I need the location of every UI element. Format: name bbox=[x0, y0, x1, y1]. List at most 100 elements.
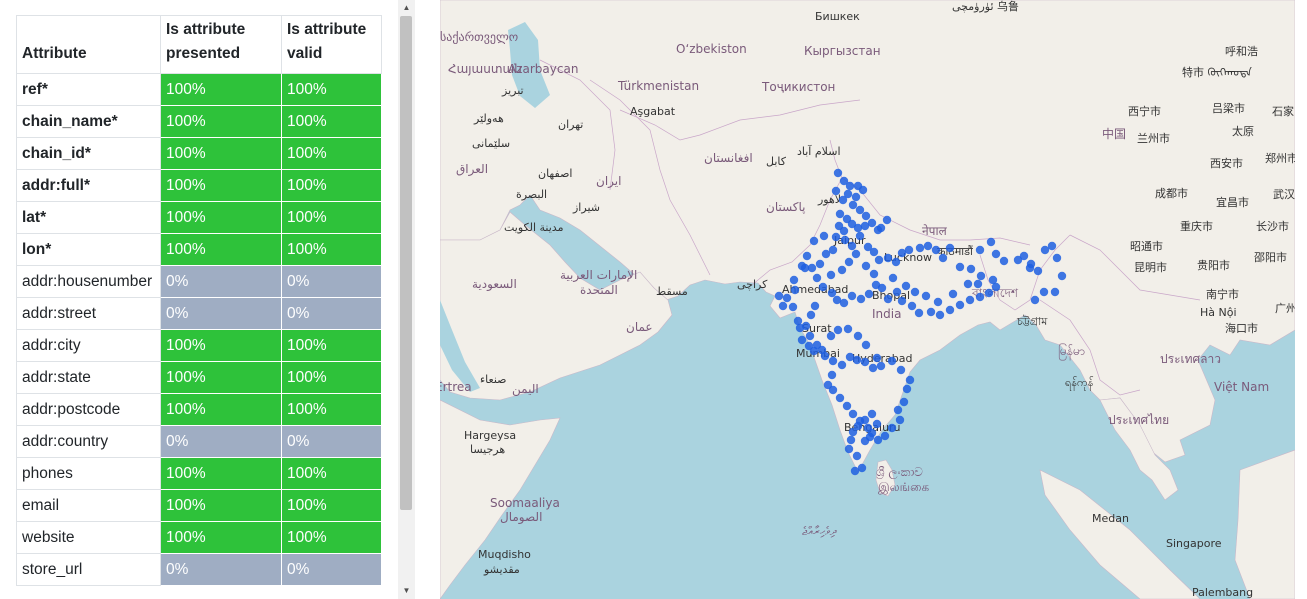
poi-marker[interactable] bbox=[863, 242, 873, 252]
poi-marker[interactable] bbox=[790, 285, 800, 295]
poi-marker[interactable] bbox=[1013, 255, 1023, 265]
poi-marker[interactable] bbox=[897, 248, 907, 258]
poi-marker[interactable] bbox=[852, 451, 862, 461]
poi-marker[interactable] bbox=[778, 301, 788, 311]
table-scrollbar[interactable]: ▲ ▼ bbox=[398, 0, 415, 599]
poi-marker[interactable] bbox=[848, 200, 858, 210]
poi-marker[interactable] bbox=[973, 279, 983, 289]
poi-marker[interactable] bbox=[1057, 271, 1067, 281]
poi-marker[interactable] bbox=[1052, 253, 1062, 263]
poi-marker[interactable] bbox=[1040, 245, 1050, 255]
poi-marker[interactable] bbox=[838, 195, 848, 205]
poi-marker[interactable] bbox=[837, 265, 847, 275]
poi-marker[interactable] bbox=[800, 263, 810, 273]
poi-marker[interactable] bbox=[782, 293, 792, 303]
poi-marker[interactable] bbox=[897, 296, 907, 306]
poi-marker[interactable] bbox=[844, 444, 854, 454]
poi-marker[interactable] bbox=[935, 310, 945, 320]
poi-marker[interactable] bbox=[895, 415, 905, 425]
poi-marker[interactable] bbox=[869, 247, 879, 257]
poi-marker[interactable] bbox=[820, 351, 830, 361]
poi-marker[interactable] bbox=[840, 235, 850, 245]
poi-marker[interactable] bbox=[986, 237, 996, 247]
poi-marker[interactable] bbox=[855, 205, 865, 215]
poi-marker[interactable] bbox=[853, 223, 863, 233]
poi-marker[interactable] bbox=[806, 310, 816, 320]
poi-marker[interactable] bbox=[809, 346, 819, 356]
poi-marker[interactable] bbox=[861, 261, 871, 271]
poi-marker[interactable] bbox=[883, 294, 893, 304]
poi-marker[interactable] bbox=[797, 335, 807, 345]
poi-marker[interactable] bbox=[864, 289, 874, 299]
poi-marker[interactable] bbox=[872, 419, 882, 429]
poi-marker[interactable] bbox=[901, 281, 911, 291]
poi-marker[interactable] bbox=[873, 435, 883, 445]
poi-marker[interactable] bbox=[999, 256, 1009, 266]
poi-marker[interactable] bbox=[835, 393, 845, 403]
poi-marker[interactable] bbox=[1030, 295, 1040, 305]
poi-marker[interactable] bbox=[809, 236, 819, 246]
poi-marker[interactable] bbox=[887, 423, 897, 433]
poi-marker[interactable] bbox=[915, 243, 925, 253]
poi-marker[interactable] bbox=[945, 305, 955, 315]
poi-marker[interactable] bbox=[839, 298, 849, 308]
poi-marker[interactable] bbox=[991, 282, 1001, 292]
poi-marker[interactable] bbox=[857, 463, 867, 473]
poi-marker[interactable] bbox=[807, 263, 817, 273]
poi-marker[interactable] bbox=[795, 323, 805, 333]
poi-marker[interactable] bbox=[826, 270, 836, 280]
scroll-down-arrow-icon[interactable]: ▼ bbox=[402, 586, 411, 595]
poi-marker[interactable] bbox=[883, 253, 893, 263]
poi-marker[interactable] bbox=[955, 262, 965, 272]
poi-marker[interactable] bbox=[938, 253, 948, 263]
poi-marker[interactable] bbox=[984, 288, 994, 298]
poi-marker[interactable] bbox=[847, 291, 857, 301]
poi-marker[interactable] bbox=[966, 264, 976, 274]
scrollbar-thumb[interactable] bbox=[400, 16, 412, 510]
poi-marker[interactable] bbox=[853, 331, 863, 341]
poi-marker[interactable] bbox=[965, 295, 975, 305]
poi-marker[interactable] bbox=[931, 245, 941, 255]
poi-marker[interactable] bbox=[887, 356, 897, 366]
poi-marker[interactable] bbox=[904, 245, 914, 255]
poi-marker[interactable] bbox=[832, 295, 842, 305]
poi-marker[interactable] bbox=[865, 432, 875, 442]
poi-marker[interactable] bbox=[788, 302, 798, 312]
poi-marker[interactable] bbox=[867, 218, 877, 228]
poi-marker[interactable] bbox=[882, 215, 892, 225]
poi-marker[interactable] bbox=[988, 275, 998, 285]
poi-marker[interactable] bbox=[926, 307, 936, 317]
poi-marker[interactable] bbox=[891, 257, 901, 267]
poi-marker[interactable] bbox=[774, 291, 784, 301]
poi-marker[interactable] bbox=[975, 292, 985, 302]
poi-marker[interactable] bbox=[923, 241, 933, 251]
map-view[interactable]: Бишкек ئۈرۈمچی 乌鲁 საქართველო Oʻzbekiston Кыр… bbox=[440, 0, 1295, 599]
scroll-up-arrow-icon[interactable]: ▲ bbox=[402, 3, 411, 12]
poi-marker[interactable] bbox=[812, 273, 822, 283]
poi-marker[interactable] bbox=[851, 249, 861, 259]
poi-marker[interactable] bbox=[893, 405, 903, 415]
poi-marker[interactable] bbox=[828, 245, 838, 255]
poi-marker[interactable] bbox=[848, 409, 858, 419]
poi-marker[interactable] bbox=[858, 185, 868, 195]
poi-marker[interactable] bbox=[818, 282, 828, 292]
poi-marker[interactable] bbox=[955, 300, 965, 310]
poi-marker[interactable] bbox=[876, 223, 886, 233]
poi-marker[interactable] bbox=[821, 249, 831, 259]
poi-marker[interactable] bbox=[861, 340, 871, 350]
poi-marker[interactable] bbox=[827, 370, 837, 380]
poi-marker[interactable] bbox=[833, 325, 843, 335]
poi-marker[interactable] bbox=[860, 357, 870, 367]
poi-marker[interactable] bbox=[861, 211, 871, 221]
poi-marker[interactable] bbox=[1025, 263, 1035, 273]
poi-marker[interactable] bbox=[892, 287, 902, 297]
poi-marker[interactable] bbox=[802, 251, 812, 261]
poi-marker[interactable] bbox=[860, 415, 870, 425]
poi-marker[interactable] bbox=[933, 297, 943, 307]
poi-marker[interactable] bbox=[914, 308, 924, 318]
poi-marker[interactable] bbox=[837, 360, 847, 370]
poi-marker[interactable] bbox=[872, 353, 882, 363]
poi-marker[interactable] bbox=[1033, 266, 1043, 276]
poi-marker[interactable] bbox=[868, 363, 878, 373]
poi-marker[interactable] bbox=[848, 427, 858, 437]
